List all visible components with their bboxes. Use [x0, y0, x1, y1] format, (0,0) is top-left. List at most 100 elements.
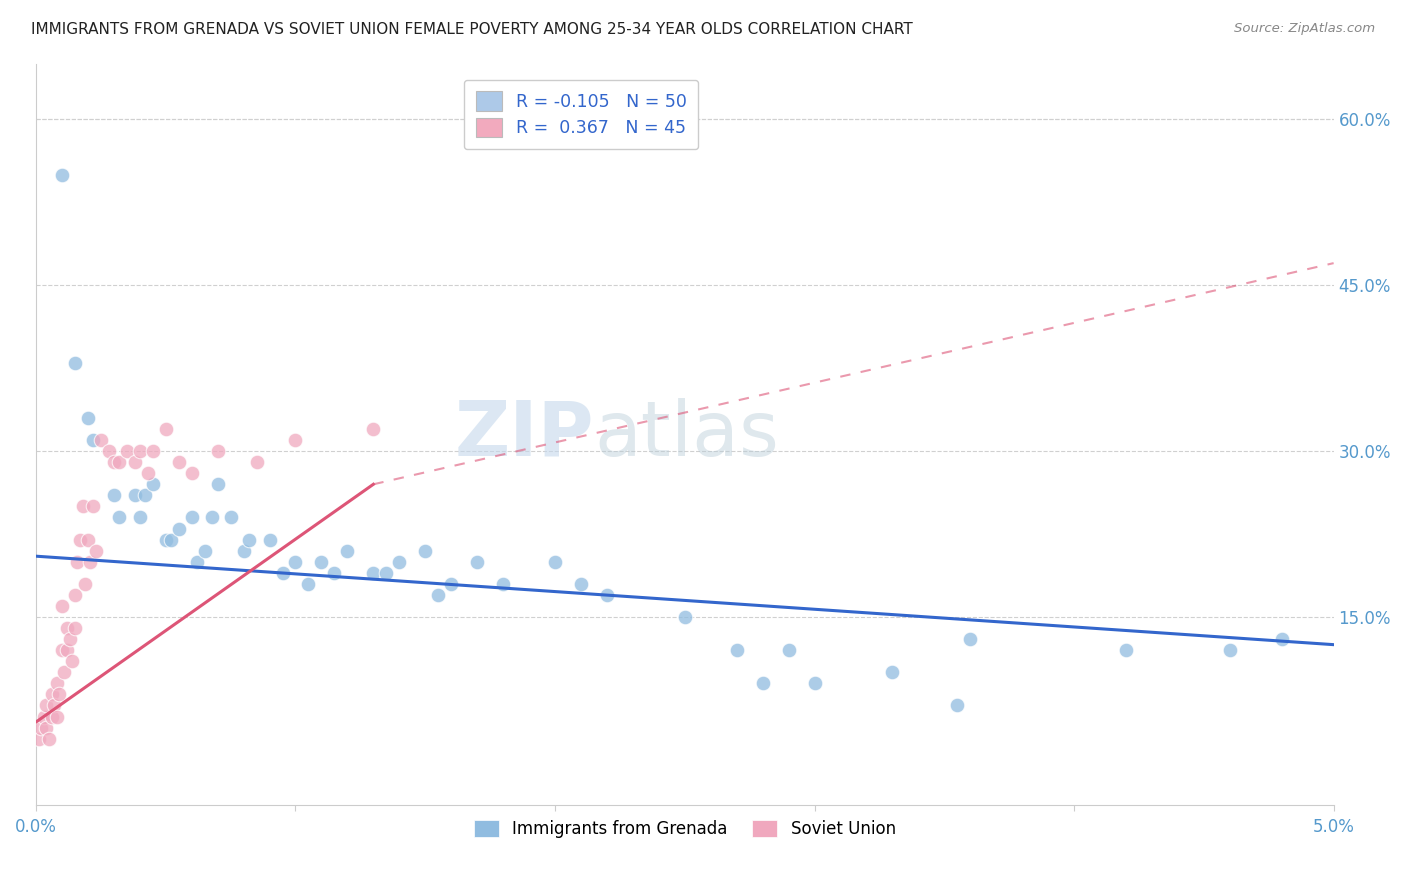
- Point: [160, 533, 183, 547]
- Point: [59, 632, 82, 647]
- Point: [284, 433, 307, 447]
- Point: [97, 444, 120, 458]
- Point: [79, 555, 101, 569]
- Point: [41, 709, 63, 723]
- Point: [35, 721, 58, 735]
- Point: [124, 488, 146, 502]
- Point: [492, 577, 515, 591]
- Point: [336, 543, 359, 558]
- Point: [82, 433, 104, 447]
- Point: [142, 444, 165, 458]
- Point: [751, 676, 773, 690]
- Point: [32, 709, 55, 723]
- Point: [51, 168, 73, 182]
- Point: [75, 577, 97, 591]
- Point: [297, 577, 319, 591]
- Point: [48, 687, 70, 701]
- Point: [413, 543, 436, 558]
- Point: [259, 533, 281, 547]
- Point: [1219, 643, 1241, 657]
- Text: atlas: atlas: [593, 398, 779, 472]
- Point: [84, 543, 107, 558]
- Point: [69, 533, 91, 547]
- Point: [238, 533, 260, 547]
- Point: [155, 533, 177, 547]
- Point: [108, 455, 131, 469]
- Point: [1271, 632, 1294, 647]
- Point: [60, 654, 83, 668]
- Point: [427, 588, 450, 602]
- Point: [56, 621, 79, 635]
- Point: [63, 588, 86, 602]
- Point: [45, 676, 67, 690]
- Point: [544, 555, 567, 569]
- Point: [167, 522, 190, 536]
- Point: [207, 477, 229, 491]
- Point: [440, 577, 463, 591]
- Point: [363, 566, 385, 580]
- Point: [180, 510, 202, 524]
- Point: [142, 477, 165, 491]
- Point: [245, 455, 267, 469]
- Point: [76, 411, 98, 425]
- Point: [72, 500, 94, 514]
- Point: [946, 698, 969, 713]
- Point: [90, 433, 112, 447]
- Point: [725, 643, 748, 657]
- Point: [35, 698, 58, 713]
- Point: [207, 444, 229, 458]
- Point: [778, 643, 800, 657]
- Point: [76, 533, 98, 547]
- Point: [569, 577, 592, 591]
- Point: [186, 555, 208, 569]
- Point: [180, 467, 202, 481]
- Point: [1115, 643, 1137, 657]
- Point: [53, 665, 76, 680]
- Point: [232, 543, 254, 558]
- Point: [673, 610, 696, 624]
- Point: [63, 356, 86, 370]
- Point: [128, 510, 150, 524]
- Point: [45, 709, 67, 723]
- Point: [30, 721, 52, 735]
- Text: ZIP: ZIP: [454, 398, 593, 472]
- Legend: Immigrants from Grenada, Soviet Union: Immigrants from Grenada, Soviet Union: [467, 814, 903, 845]
- Point: [375, 566, 398, 580]
- Point: [311, 555, 333, 569]
- Point: [271, 566, 294, 580]
- Point: [803, 676, 825, 690]
- Text: IMMIGRANTS FROM GRENADA VS SOVIET UNION FEMALE POVERTY AMONG 25-34 YEAR OLDS COR: IMMIGRANTS FROM GRENADA VS SOVIET UNION …: [31, 22, 912, 37]
- Point: [363, 422, 385, 436]
- Point: [596, 588, 619, 602]
- Text: Source: ZipAtlas.com: Source: ZipAtlas.com: [1234, 22, 1375, 36]
- Point: [115, 444, 138, 458]
- Point: [124, 455, 146, 469]
- Point: [63, 621, 86, 635]
- Point: [56, 643, 79, 657]
- Point: [51, 643, 73, 657]
- Point: [959, 632, 981, 647]
- Point: [41, 687, 63, 701]
- Point: [284, 555, 307, 569]
- Point: [136, 467, 159, 481]
- Point: [134, 488, 156, 502]
- Point: [38, 731, 60, 746]
- Point: [103, 455, 125, 469]
- Point: [219, 510, 242, 524]
- Point: [108, 510, 131, 524]
- Point: [82, 500, 104, 514]
- Point: [66, 555, 89, 569]
- Point: [882, 665, 904, 680]
- Point: [201, 510, 224, 524]
- Point: [155, 422, 177, 436]
- Point: [194, 543, 217, 558]
- Point: [42, 698, 65, 713]
- Point: [465, 555, 488, 569]
- Point: [103, 488, 125, 502]
- Point: [388, 555, 411, 569]
- Point: [323, 566, 346, 580]
- Point: [128, 444, 150, 458]
- Point: [27, 731, 49, 746]
- Point: [51, 599, 73, 613]
- Point: [167, 455, 190, 469]
